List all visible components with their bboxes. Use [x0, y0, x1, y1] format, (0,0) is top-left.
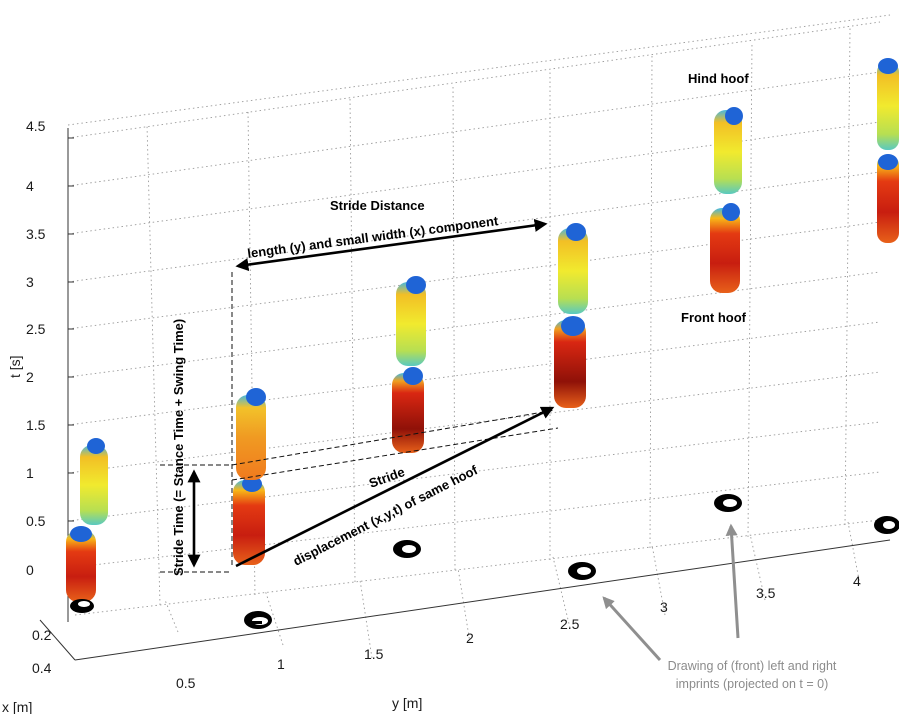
imprint-icon	[393, 540, 421, 558]
imprints-caption-line1: Drawing of (front) left and right	[668, 659, 837, 673]
hoof-column	[877, 58, 899, 243]
hoof-column	[554, 223, 588, 408]
grid	[67, 14, 891, 659]
y-tick: 0.5	[176, 675, 196, 691]
stride-distance-arrow	[235, 218, 548, 272]
hoof-column	[233, 388, 266, 565]
x-tick: 0.2	[32, 627, 52, 643]
hoof-column	[392, 276, 426, 453]
stride-distance-label: Stride Distance	[330, 198, 425, 213]
hind-hoof-label: Hind hoof	[688, 71, 749, 86]
t-tick: 3	[26, 274, 34, 290]
t-tick: 0.5	[26, 513, 46, 529]
arrows	[187, 218, 740, 662]
imprint-icon	[568, 562, 596, 580]
y-tick: 2.5	[560, 616, 580, 632]
t-tick: 4	[26, 178, 34, 194]
hoof-columns	[66, 58, 899, 602]
t-tick: 2.5	[26, 321, 46, 337]
t-tick: 1	[26, 465, 34, 481]
imprint-icon	[874, 516, 899, 534]
stride-time-label: Stride Time (= Stance Time + Swing Time)	[171, 319, 186, 576]
axes	[39, 128, 891, 661]
t-tick: 4.5	[26, 118, 46, 134]
x-tick: 0.4	[32, 660, 52, 676]
hoof-imprints	[70, 494, 899, 629]
y-tick: 1.5	[364, 646, 384, 662]
stride-label: Stride	[367, 464, 407, 491]
y-axis-label: y [m]	[392, 695, 422, 711]
y-tick: 3	[660, 599, 668, 615]
stride-displacement-arrow	[235, 406, 555, 568]
imprint-pointer-arrow	[602, 596, 662, 662]
hoof-column	[710, 107, 743, 293]
y-tick-labels: 0.5 1 1.5 2 2.5 3 3.5 4	[176, 573, 861, 691]
imprint-icon	[244, 611, 272, 629]
stride-distance-sub-label: length (y) and small width (x) component	[246, 213, 499, 261]
t-tick: 1.5	[26, 417, 46, 433]
y-tick: 1	[277, 656, 285, 672]
front-hoof-label: Front hoof	[681, 310, 747, 325]
y-tick: 3.5	[756, 585, 776, 601]
y-tick: 4	[853, 573, 861, 589]
y-tick: 2	[466, 630, 474, 646]
imprint-pointer-arrow	[725, 523, 740, 639]
t-axis-label: t [s]	[7, 355, 23, 378]
dashed-guides	[160, 272, 559, 573]
imprints-caption-line2: imprints (projected on t = 0)	[676, 677, 829, 691]
t-tick: 2	[26, 369, 34, 385]
x-axis-label: x [m]	[2, 699, 32, 714]
t-tick-labels: 0 0.5 1 1.5 2 2.5 3 3.5 4 4.5	[26, 118, 46, 578]
x-tick-labels: 0.2 0.4	[32, 627, 52, 676]
imprint-icon	[714, 494, 742, 512]
imprint-icon	[70, 599, 94, 613]
t-tick: 0	[26, 562, 34, 578]
hoof-column	[66, 438, 108, 602]
t-tick: 3.5	[26, 226, 46, 242]
